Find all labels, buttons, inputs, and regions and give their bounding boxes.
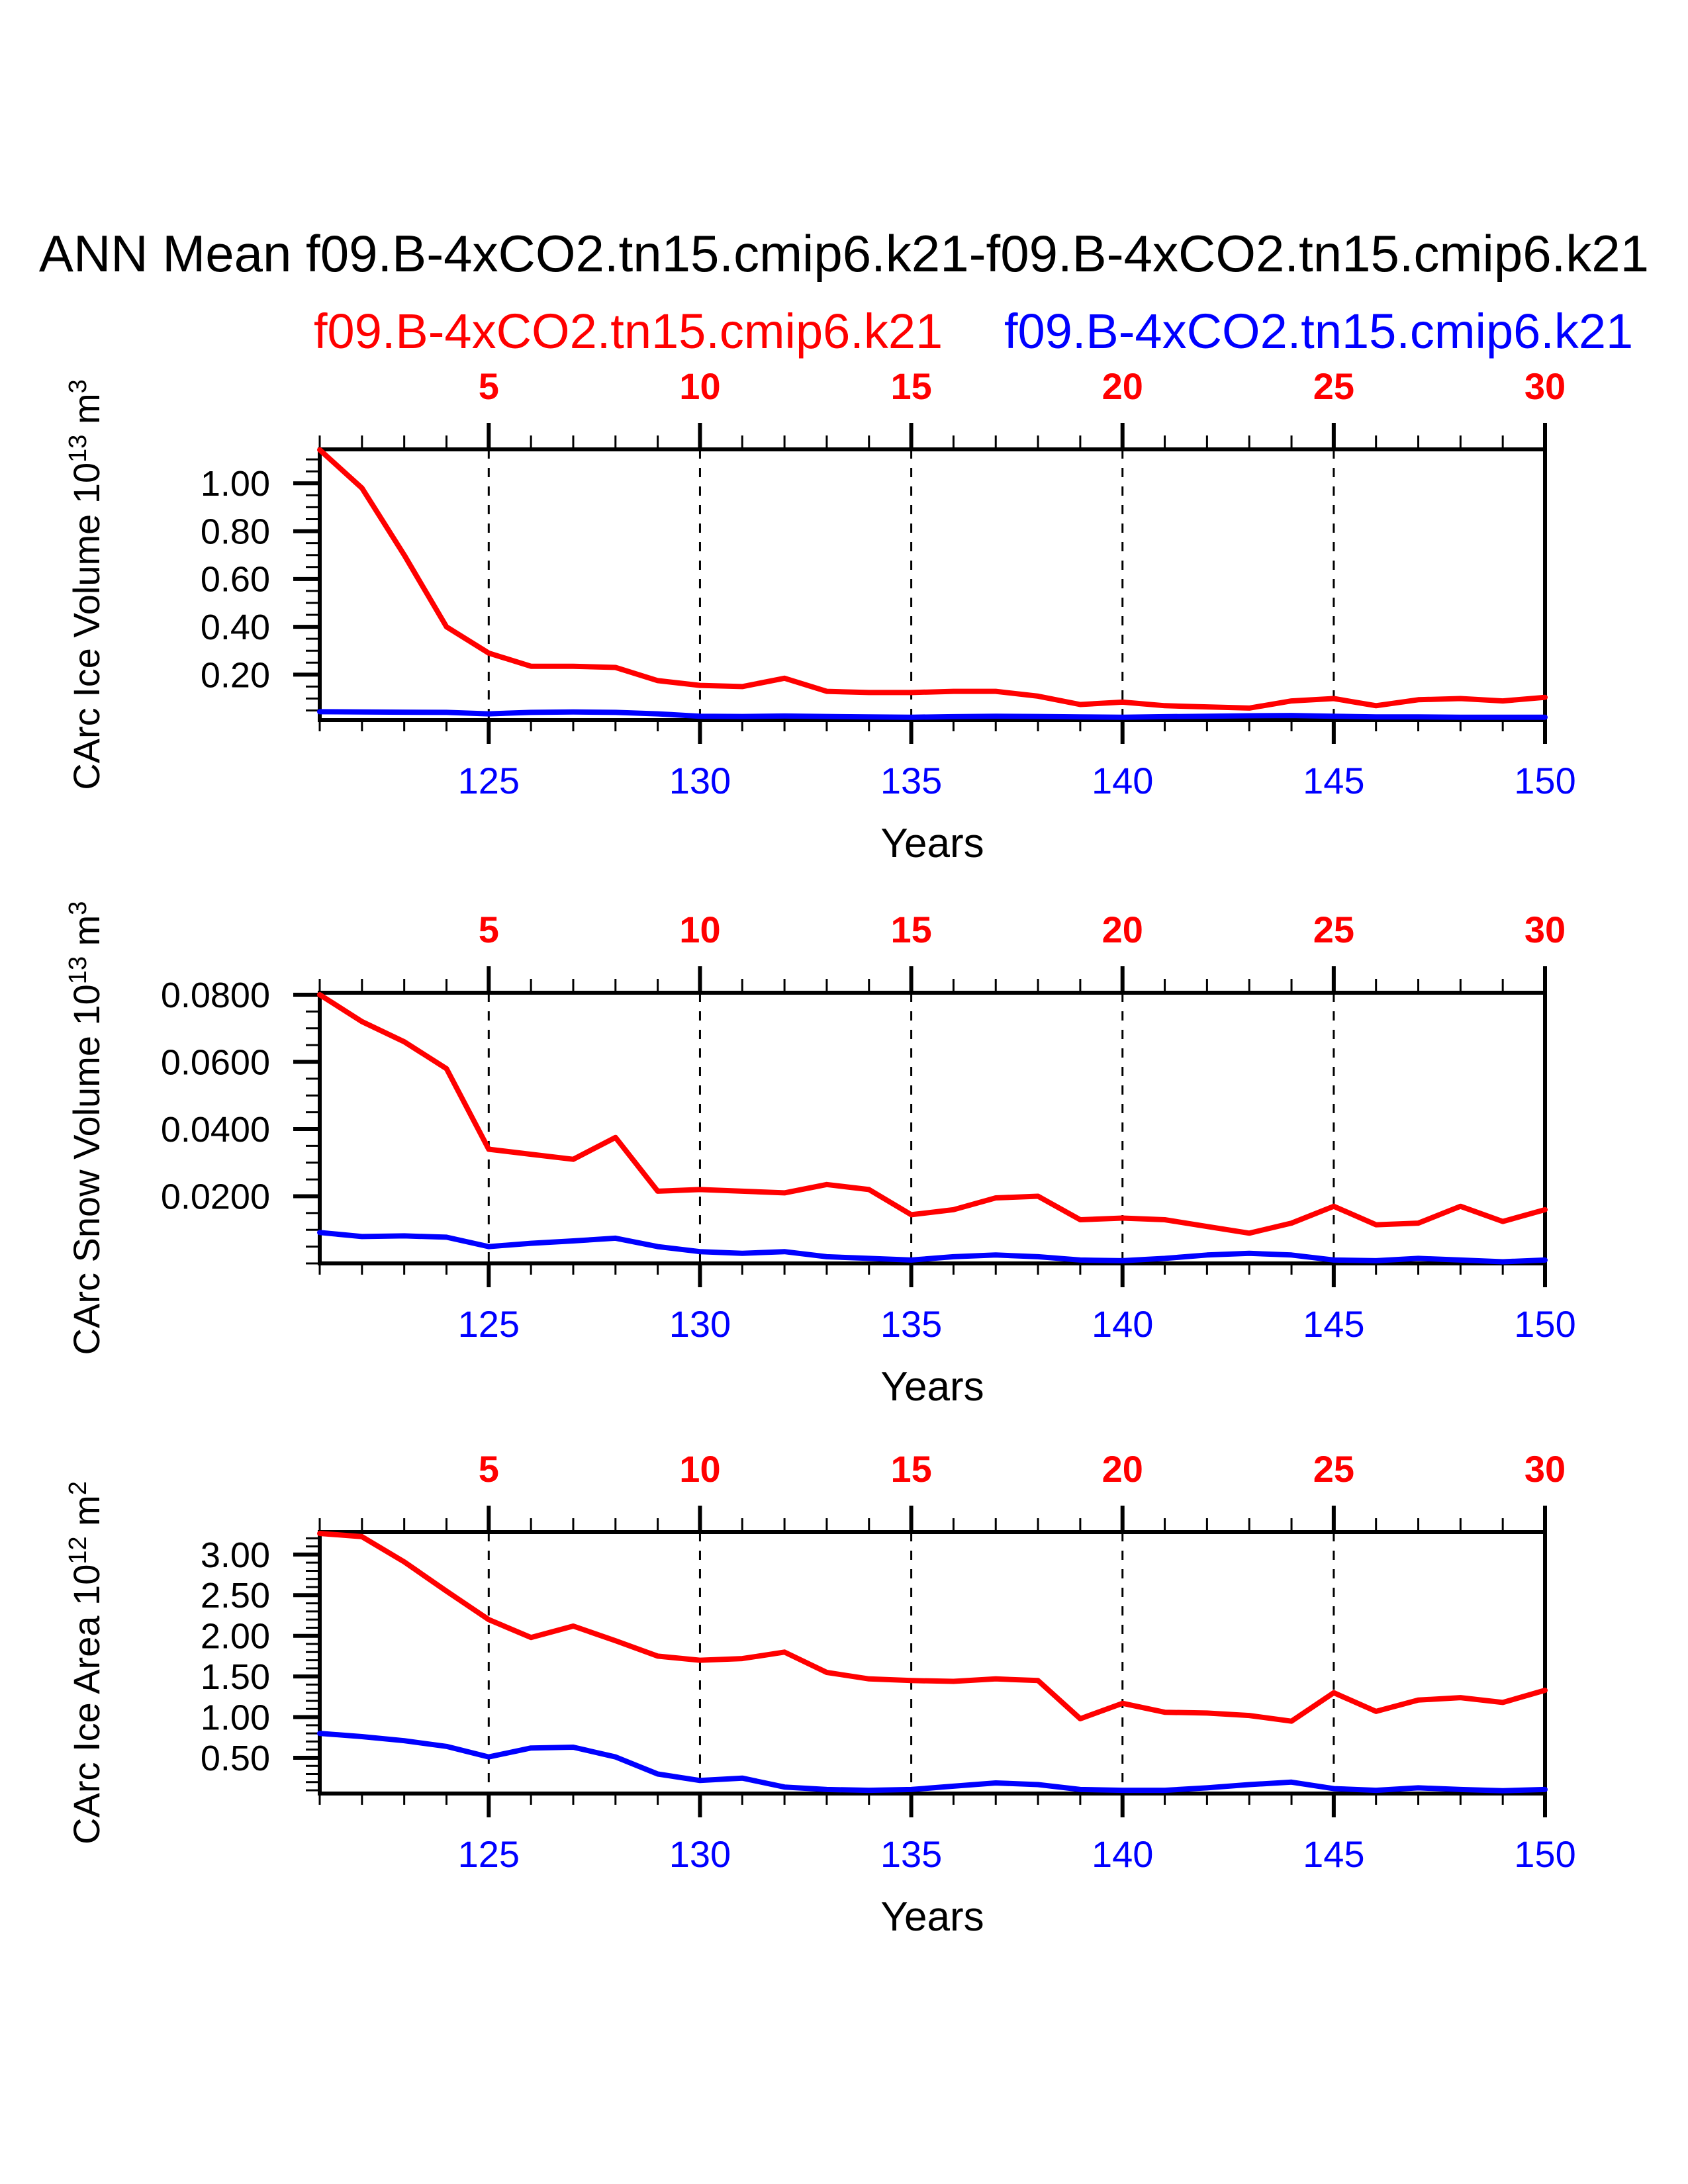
- bottom-tick-label: 140: [1092, 1303, 1153, 1345]
- top-tick-label: 20: [1102, 1448, 1143, 1490]
- series-line-red: [317, 1531, 1548, 1724]
- y-tick-label: 0.60: [201, 560, 270, 600]
- y-tick-label: 0.0200: [161, 1177, 270, 1216]
- y-axis-ticks: 0.0200 0.0400 0.0600 0.0800: [161, 976, 320, 1265]
- bottom-tick-label: 145: [1303, 1303, 1364, 1345]
- y-tick-label: 2.50: [201, 1576, 270, 1615]
- panel-snow-volume: 0.0200 0.0400 0.0600 0.0800 5 10 15 20 25 30 125 13…: [64, 901, 1576, 1410]
- top-tick-label: 15: [890, 1448, 931, 1490]
- top-tick-label: 30: [1524, 909, 1566, 950]
- bottom-tick-label: 125: [458, 1833, 520, 1875]
- x-axis-ticks: [318, 1506, 1547, 1817]
- panel-ice-volume: 0.20 0.40 0.60 0.80 1.00 5 10 15 20 25 30 125 130 135…: [64, 365, 1576, 866]
- bottom-tick-label: 125: [458, 760, 520, 801]
- bottom-tick-label: 140: [1092, 760, 1153, 801]
- series-line-blue: [317, 1230, 1548, 1265]
- top-tick-label: 10: [679, 365, 720, 407]
- bottom-tick-label: 130: [669, 1833, 731, 1875]
- series-line-blue: [317, 1731, 1548, 1794]
- top-axis-labels: 5 10 15 20 25 30: [479, 1448, 1566, 1490]
- plot-frame: [318, 1530, 1547, 1796]
- plot-frame: [318, 447, 1547, 722]
- plot-frame: [318, 991, 1547, 1265]
- bottom-tick-label: 150: [1514, 1833, 1575, 1875]
- bottom-axis-labels: 125 130 135 140 145 150: [458, 1833, 1576, 1875]
- y-tick-label: 2.00: [201, 1617, 270, 1657]
- y-tick-label: 0.20: [201, 655, 270, 695]
- legend-series-red: f09.B-4xCO2.tn15.cmip6.k21: [314, 304, 943, 359]
- top-tick-label: 15: [890, 365, 931, 407]
- y-axis-title: CArc Snow Volume 1013 m3: [64, 901, 107, 1355]
- bottom-tick-label: 150: [1514, 1303, 1575, 1345]
- x-axis-title: Years: [880, 821, 984, 866]
- bottom-tick-label: 140: [1092, 1833, 1153, 1875]
- top-tick-label: 25: [1313, 365, 1354, 407]
- top-tick-label: 10: [679, 1448, 720, 1490]
- y-tick-label: 0.0400: [161, 1110, 270, 1150]
- y-axis-ticks: 0.20 0.40 0.60 0.80 1.00: [201, 458, 320, 712]
- top-tick-label: 25: [1313, 1448, 1354, 1490]
- bottom-tick-label: 125: [458, 1303, 520, 1345]
- bottom-tick-label: 135: [880, 1833, 942, 1875]
- legend-series-blue: f09.B-4xCO2.tn15.cmip6.k21: [1004, 304, 1634, 359]
- y-tick-label: 1.50: [201, 1657, 270, 1697]
- bottom-axis-labels: 125 130 135 140 145 150: [458, 1303, 1576, 1345]
- figure-title: ANN Mean f09.B-4xCO2.tn15.cmip6.k21-f09.…: [38, 224, 1650, 283]
- legend: f09.B-4xCO2.tn15.cmip6.k21 f09.B-4xCO2.t…: [0, 303, 1688, 363]
- bottom-axis-labels: 125 130 135 140 145 150: [458, 760, 1576, 801]
- y-tick-label: 0.0600: [161, 1042, 270, 1082]
- bottom-tick-label: 135: [880, 1303, 942, 1345]
- series-line-red: [317, 447, 1548, 711]
- y-tick-label: 1.00: [201, 464, 270, 504]
- vertical-gridlines: [487, 449, 1335, 720]
- top-tick-label: 15: [890, 909, 931, 950]
- bottom-tick-label: 130: [669, 760, 731, 801]
- y-tick-label: 1.00: [201, 1698, 270, 1737]
- panel-ice-area: 0.501.001.502.002.503.00 5 10 15 20 25 30 125 13…: [64, 1448, 1576, 1940]
- top-axis-labels: 5 10 15 20 25 30: [479, 365, 1566, 407]
- y-tick-label: 0.50: [201, 1739, 270, 1778]
- top-tick-label: 20: [1102, 365, 1143, 407]
- y-axis-title: CArc Ice Area 1012 m2: [64, 1481, 107, 1844]
- bottom-tick-label: 130: [669, 1303, 731, 1345]
- y-tick-label: 0.80: [201, 512, 270, 551]
- y-axis-ticks: 0.501.001.502.002.503.00: [201, 1535, 320, 1792]
- y-tick-label: 3.00: [201, 1535, 270, 1575]
- x-axis-title: Years: [880, 1894, 984, 1940]
- top-tick-label: 5: [479, 909, 499, 950]
- top-axis-labels: 5 10 15 20 25 30: [479, 909, 1566, 950]
- top-tick-label: 25: [1313, 909, 1354, 950]
- x-axis-title: Years: [880, 1364, 984, 1410]
- bottom-tick-label: 135: [880, 760, 942, 801]
- bottom-tick-label: 150: [1514, 760, 1575, 801]
- y-tick-label: 0.40: [201, 608, 270, 647]
- top-tick-label: 30: [1524, 1448, 1566, 1490]
- vertical-gridlines: [487, 993, 1335, 1263]
- bottom-tick-label: 145: [1303, 760, 1364, 801]
- x-axis-ticks: [318, 423, 1547, 744]
- top-tick-label: 20: [1102, 909, 1143, 950]
- series-line-blue: [317, 709, 1548, 720]
- top-tick-label: 5: [479, 365, 499, 407]
- bottom-tick-label: 145: [1303, 1833, 1364, 1875]
- x-axis-ticks: [318, 966, 1547, 1287]
- y-tick-label: 0.0800: [161, 976, 270, 1015]
- top-tick-label: 5: [479, 1448, 499, 1490]
- y-axis-title: CArc Ice Volume 1013 m3: [64, 379, 107, 790]
- top-tick-label: 30: [1524, 365, 1566, 407]
- top-tick-label: 10: [679, 909, 720, 950]
- series-line-red: [317, 992, 1548, 1236]
